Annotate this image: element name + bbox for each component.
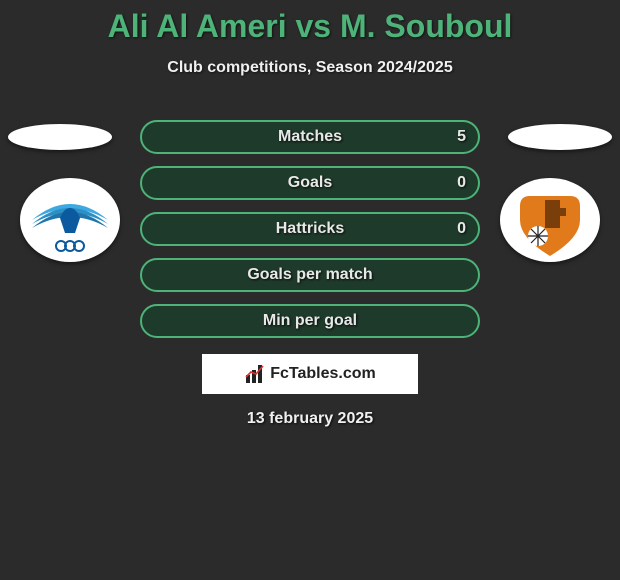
stat-row-goals: Goals 0 <box>140 166 480 200</box>
date-text: 13 february 2025 <box>0 410 620 428</box>
stat-label: Goals <box>288 174 332 192</box>
watermark: FcTables.com <box>202 354 418 394</box>
stat-label: Min per goal <box>263 312 357 330</box>
stat-val-right: 0 <box>457 174 466 192</box>
player-photo-left <box>8 124 112 150</box>
stat-row-min-per-goal: Min per goal <box>140 304 480 338</box>
chart-icon <box>244 363 266 385</box>
stat-val-right: 0 <box>457 220 466 238</box>
watermark-text: FcTables.com <box>270 365 376 383</box>
stat-label: Goals per match <box>247 266 372 284</box>
stat-row-hattricks: Hattricks 0 <box>140 212 480 246</box>
player-photo-right <box>508 124 612 150</box>
club-logo-left <box>20 178 120 262</box>
page-subtitle: Club competitions, Season 2024/2025 <box>0 59 620 77</box>
stat-label: Matches <box>278 128 342 146</box>
stat-row-goals-per-match: Goals per match <box>140 258 480 292</box>
stat-val-right: 5 <box>457 128 466 146</box>
stat-row-matches: Matches 5 <box>140 120 480 154</box>
stats-container: Matches 5 Goals 0 Hattricks 0 Goals per … <box>140 120 480 350</box>
page-title: Ali Al Ameri vs M. Souboul <box>0 0 620 45</box>
stat-label: Hattricks <box>276 220 344 238</box>
club-logo-right <box>500 178 600 262</box>
